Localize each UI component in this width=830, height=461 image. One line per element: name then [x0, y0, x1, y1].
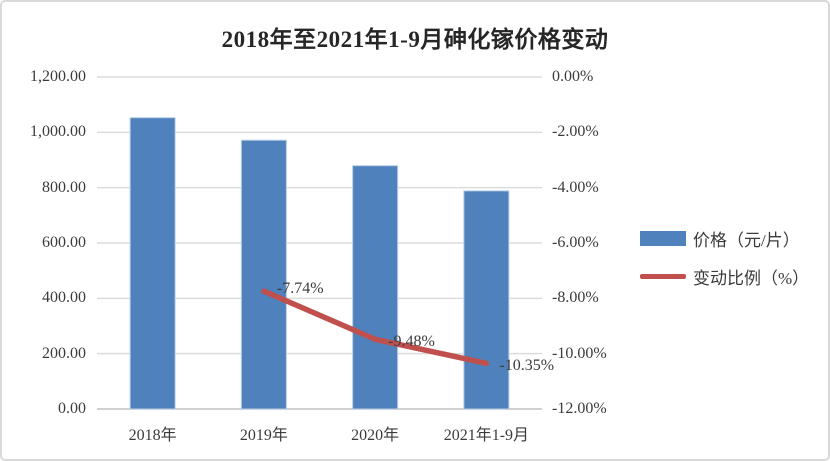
y-left-tick-label: 1,200.00 — [30, 68, 86, 85]
x-tick-label: 2021年1-9月 — [443, 427, 530, 444]
y-left-tick-label: 400.00 — [42, 289, 86, 307]
y-left-tick-label: 1,000.00 — [30, 123, 86, 141]
y-right-tick-label: -8.00% — [552, 289, 599, 307]
y-right-tick-label: -10.00% — [552, 344, 607, 362]
y-right-tick-label: -6.00% — [552, 234, 599, 251]
change-ratio-line — [261, 288, 490, 367]
legend-label-price: 价格（元/片） — [693, 231, 800, 250]
y-right-tick-label: -12.00% — [552, 400, 607, 417]
y-left-tick-label: 800.00 — [42, 178, 86, 196]
bar-series-swatch — [640, 231, 686, 246]
price-bar — [463, 190, 510, 410]
line-point-label: -10.35% — [499, 357, 555, 375]
price-bar — [129, 117, 176, 410]
legend-item-price: 价格（元/片） — [640, 226, 809, 251]
legend-label-change: 变动比例（%） — [693, 269, 810, 288]
line-point-label: -7.74% — [276, 280, 324, 298]
y-left-tick-label: 200.00 — [42, 344, 86, 362]
price-bar — [240, 139, 287, 410]
x-tick-label: 2019年 — [239, 427, 288, 444]
y-right-tick-label: -4.00% — [552, 178, 599, 196]
y-left-tick-label: 600.00 — [42, 234, 86, 251]
y-left-tick-label: 0.00 — [58, 400, 86, 417]
legend: 价格（元/片） 变动比例（%） — [640, 226, 809, 302]
y-right-tick-label: -2.00% — [552, 123, 599, 141]
y-right-tick-label: 0.00% — [552, 68, 594, 85]
legend-item-change: 变动比例（%） — [640, 264, 809, 289]
price-bar — [352, 165, 399, 410]
x-tick-label: 2020年 — [351, 427, 400, 444]
line-point-label: -9.48% — [388, 333, 435, 351]
line-series-swatch — [640, 274, 686, 279]
x-tick-label: 2018年 — [128, 427, 177, 444]
chart-title: 2018年至2021年1-9月砷化镓价格变动 — [221, 27, 609, 52]
